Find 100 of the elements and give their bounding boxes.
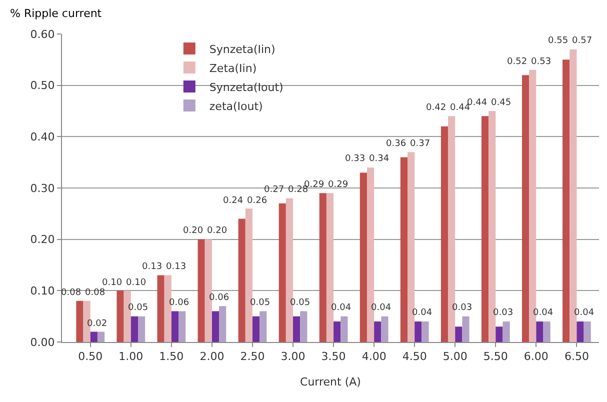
- x-tick-label: 5.00: [442, 350, 468, 364]
- data-label: 0.29: [328, 180, 348, 190]
- bar: [502, 321, 510, 342]
- bar: [562, 60, 570, 342]
- bar: [278, 203, 286, 342]
- x-tick-label: 3.50: [321, 350, 346, 364]
- data-label: 0.05: [290, 298, 310, 308]
- data-label: 0.13: [166, 262, 186, 272]
- bar: [374, 321, 382, 342]
- y-tick-label: 0.40: [30, 130, 55, 144]
- bar: [360, 172, 367, 342]
- bar: [171, 311, 179, 342]
- bar: [300, 311, 308, 342]
- data-label: 0.03: [452, 303, 472, 313]
- data-label: 0.06: [209, 293, 230, 303]
- x-tick-label: 3.00: [280, 350, 306, 364]
- data-label: 0.28: [288, 185, 308, 195]
- x-tick-label: 1.00: [118, 350, 144, 364]
- data-label: 0.08: [85, 288, 106, 298]
- bar: [116, 290, 124, 342]
- data-label: 0.45: [491, 98, 512, 108]
- bar: [97, 332, 105, 342]
- bar: [481, 116, 489, 342]
- bar: [178, 311, 186, 342]
- y-tick-label: 0.50: [30, 79, 55, 92]
- bar: [293, 316, 300, 342]
- bar: [381, 316, 388, 342]
- data-label: 0.53: [531, 57, 552, 67]
- data-label: 0.27: [264, 185, 284, 195]
- bar: [260, 311, 267, 342]
- x-tick-label: 0.50: [78, 350, 103, 364]
- data-label: 0.04: [574, 308, 594, 318]
- data-label: 0.02: [87, 319, 108, 329]
- bar: [522, 75, 530, 342]
- legend-label: Synzeta(Iin): [209, 42, 276, 56]
- x-tick-label: 2.50: [240, 350, 265, 364]
- data-label: 0.44: [450, 103, 470, 113]
- x-tick-label: 6.50: [564, 350, 589, 364]
- y-tick-label: 0.10: [30, 284, 55, 298]
- data-label: 0.20: [183, 226, 204, 236]
- y-tick-label: 0.60: [30, 28, 55, 41]
- bar: [576, 321, 584, 342]
- bar: [90, 332, 98, 342]
- bar: [584, 321, 591, 342]
- data-label: 0.24: [223, 196, 244, 206]
- data-label: 0.55: [548, 36, 568, 46]
- data-label: 0.04: [371, 303, 392, 313]
- y-tick-label: 0.20: [30, 233, 55, 246]
- x-tick-label: 4.00: [362, 350, 386, 364]
- bar: [245, 208, 252, 342]
- data-label: 0.05: [250, 298, 270, 308]
- bar: [414, 321, 422, 342]
- bar: [238, 218, 246, 342]
- data-label: 0.34: [369, 154, 390, 164]
- x-tick-label: 5.50: [483, 350, 508, 364]
- bar: [319, 193, 326, 342]
- data-label: 0.10: [126, 278, 146, 288]
- data-label: 0.03: [493, 308, 514, 318]
- data-label: 0.06: [169, 298, 190, 308]
- data-label: 0.05: [128, 303, 148, 313]
- data-label: 0.26: [247, 196, 268, 206]
- x-tick-label: 2.00: [200, 350, 224, 364]
- bar: [198, 239, 205, 342]
- bar: [400, 157, 408, 342]
- bar: [462, 316, 470, 342]
- data-label: 0.04: [331, 303, 352, 313]
- x-tick-label: 4.50: [402, 350, 427, 364]
- bar: [130, 316, 138, 342]
- data-label: 0.20: [207, 226, 228, 236]
- bar: [219, 306, 226, 342]
- y-axis-title: % Ripple current: [10, 7, 102, 20]
- data-label: 0.37: [410, 139, 430, 149]
- bar: [422, 321, 429, 342]
- y-tick-label: 0.30: [30, 182, 55, 195]
- bar: [334, 321, 341, 342]
- y-tick-label: 0.00: [30, 336, 55, 349]
- bar: [455, 326, 462, 342]
- data-label: 0.04: [412, 308, 432, 318]
- bar: [543, 321, 550, 342]
- x-tick-label: 6.00: [524, 350, 548, 364]
- legend-label: zeta(Iout): [209, 100, 263, 113]
- bar: [536, 321, 544, 342]
- data-label: 0.52: [507, 57, 528, 67]
- legend-label: Zeta(Iin): [209, 62, 257, 75]
- bar: [164, 275, 172, 342]
- data-label: 0.36: [386, 139, 406, 149]
- data-label: 0.42: [426, 103, 446, 113]
- bar: [252, 316, 260, 342]
- bar: [76, 300, 84, 342]
- data-label: 0.57: [572, 36, 592, 46]
- data-label: 0.33: [345, 154, 366, 164]
- data-label: 0.13: [142, 262, 162, 272]
- bar: [212, 311, 220, 342]
- x-tick-label: 1.50: [159, 350, 184, 364]
- data-label: 0.04: [533, 308, 554, 318]
- bar: [138, 316, 146, 342]
- data-label: 0.10: [102, 278, 122, 288]
- bar: [440, 126, 448, 342]
- legend-label: Synzeta(Iout): [209, 80, 284, 94]
- bar: [340, 316, 348, 342]
